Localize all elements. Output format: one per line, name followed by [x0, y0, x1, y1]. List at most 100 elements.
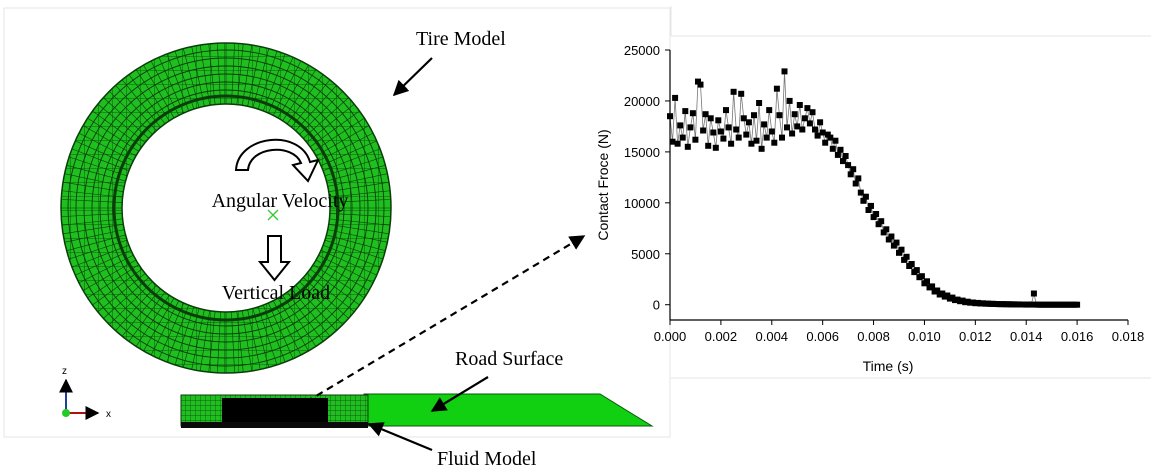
fluid-model — [180, 394, 369, 428]
tire-model-label: Tire Model — [416, 28, 506, 50]
chart-point — [855, 175, 862, 182]
angular-velocity-arrow-icon — [234, 138, 320, 183]
chart-point — [776, 112, 783, 119]
chart-point — [728, 140, 735, 147]
chart-point — [730, 88, 737, 95]
chart-point — [717, 128, 724, 135]
contact-force-chart: 0.000 0.002 0.004 0.006 0.008 0.010 0.012 0.014… — [595, 6, 1151, 379]
tire-model-pointer — [392, 57, 433, 97]
chart-point — [883, 226, 890, 233]
chart-series-line — [669, 71, 1078, 306]
chart-point — [773, 85, 780, 92]
chart-point — [822, 139, 829, 146]
chart-point — [896, 249, 902, 256]
chart-point — [812, 126, 818, 133]
chart-x-tick-label: 0.010 — [908, 329, 941, 344]
chart-point — [684, 143, 691, 150]
chart-point — [672, 94, 679, 101]
chart-point — [850, 166, 857, 173]
chart-point — [857, 189, 864, 196]
axis-triad-icon — [59, 378, 100, 420]
chart-point — [834, 151, 841, 158]
chart-point — [804, 105, 811, 112]
chart-point — [723, 107, 729, 114]
chart-point — [756, 100, 763, 106]
chart-point — [674, 140, 681, 147]
chart-point — [878, 218, 885, 225]
chart-point — [687, 124, 694, 131]
chart-point — [705, 142, 712, 149]
chart-point — [814, 132, 821, 139]
chart-point — [700, 127, 707, 134]
chart-x-tick-label: 0.012 — [959, 329, 992, 344]
chart-point — [697, 81, 704, 88]
fluid-model-pointer — [367, 422, 433, 452]
chart-point — [837, 146, 844, 153]
chart-point — [766, 107, 773, 114]
chart-point — [740, 115, 747, 122]
chart-point — [845, 162, 852, 169]
chart-point — [806, 120, 813, 127]
chart-point — [733, 126, 740, 133]
chart-point — [817, 119, 824, 126]
chart-point — [743, 131, 750, 138]
chart-point — [712, 144, 719, 151]
chart-point — [929, 283, 936, 290]
chart-point — [771, 139, 778, 146]
chart-x-tick-label: 0.004 — [756, 329, 789, 344]
chart-point — [799, 126, 806, 133]
chart-point — [898, 246, 905, 253]
chart-x-tick-label: 0.000 — [654, 329, 687, 344]
chart-point — [819, 129, 826, 136]
chart-point — [865, 207, 872, 213]
chart-point — [745, 119, 752, 126]
chart-point — [677, 122, 684, 129]
chart-point — [735, 134, 742, 141]
chart-point — [725, 124, 732, 131]
chart-x-tick-label: 0.018 — [1112, 329, 1145, 344]
chart-y-tick-label: 25000 — [624, 43, 660, 58]
chart-point — [809, 109, 816, 116]
chart-y-tick-label: 15000 — [624, 145, 660, 160]
chart-point — [753, 137, 760, 144]
chart-point — [751, 112, 757, 119]
chart-point — [801, 115, 808, 122]
chart-point — [715, 117, 722, 124]
chart-point — [758, 145, 765, 152]
chart-point — [832, 137, 839, 144]
chart-point — [748, 140, 755, 147]
chart-point — [1028, 301, 1035, 308]
chart-point — [840, 158, 846, 165]
axis-x-label: x — [106, 409, 111, 420]
chart-point — [786, 97, 793, 104]
center-mark-icon — [267, 209, 279, 221]
chart-point — [901, 256, 908, 263]
chart-point — [707, 115, 714, 122]
chart-point — [789, 130, 796, 137]
chart-point — [781, 68, 788, 75]
chart-point — [934, 287, 941, 294]
chart-point — [796, 102, 803, 108]
fluid-model-label: Fluid Model — [437, 448, 537, 470]
chart-y-axis-label: Contact Froce (N) — [595, 129, 611, 240]
chart-y-tick-label: 20000 — [624, 94, 660, 109]
chart-x-tick-label: 0.002 — [705, 329, 738, 344]
axis-z-label: z — [62, 366, 67, 377]
chart-point — [768, 128, 775, 135]
chart-point — [852, 180, 859, 187]
chart-point — [924, 278, 930, 285]
chart-point — [880, 229, 887, 236]
chart-x-axis-label: Time (s) — [863, 358, 914, 374]
chart-point — [710, 129, 717, 136]
chart-point — [829, 145, 836, 152]
chart-point — [679, 134, 686, 141]
chart-point — [842, 153, 849, 159]
chart-point — [682, 108, 689, 115]
chart-point — [791, 111, 798, 118]
chart-point — [893, 239, 900, 246]
chart-point — [761, 121, 768, 128]
chart-point — [827, 134, 834, 141]
chart-point — [779, 134, 785, 141]
chart-x-tick-label: 0.006 — [806, 329, 839, 344]
